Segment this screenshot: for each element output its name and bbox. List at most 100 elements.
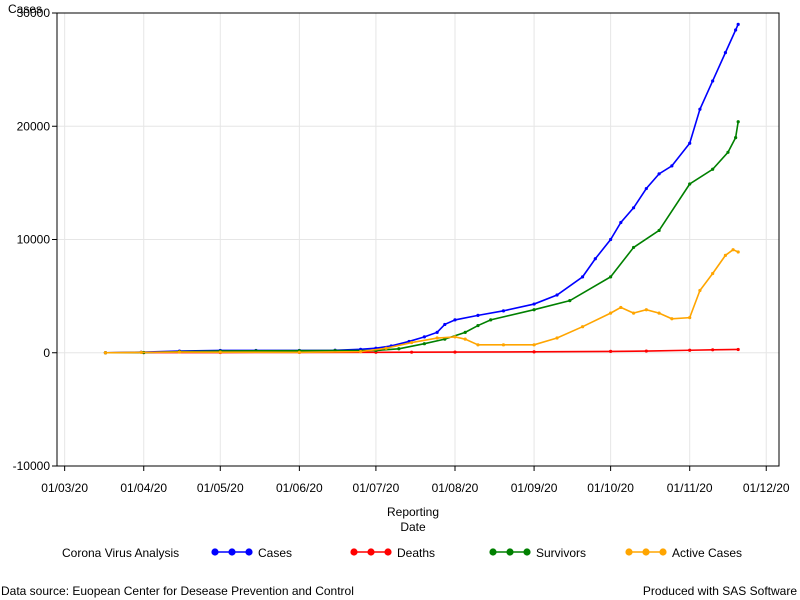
cases-point xyxy=(476,313,480,317)
series-layer xyxy=(103,22,740,355)
legend-label-survivors: Survivors xyxy=(536,546,586,560)
survivors-point xyxy=(463,330,467,334)
y-axis-label: Cases xyxy=(8,2,42,16)
legend-marker-survivors xyxy=(489,548,497,556)
active-cases-point xyxy=(670,317,674,321)
legend-marker-survivors xyxy=(506,548,514,556)
y-tick-label: 30000 xyxy=(17,6,51,20)
cases-point xyxy=(736,22,740,26)
x-tick-label: 01/08/20 xyxy=(432,481,479,495)
cases-point xyxy=(435,330,439,334)
legend-marker-active-cases xyxy=(625,548,633,556)
cases-point xyxy=(644,186,648,191)
active-cases-point xyxy=(580,325,585,329)
survivors-point xyxy=(532,308,536,312)
survivors-point xyxy=(489,318,493,322)
legend-title: Corona Virus Analysis xyxy=(62,546,179,560)
active-cases-point xyxy=(139,350,143,355)
legend-label-active-cases: Active Cases xyxy=(672,546,742,560)
y-tick-label: 0 xyxy=(43,346,50,360)
legend-marker-deaths xyxy=(350,548,358,556)
legend-label-deaths: Deaths xyxy=(397,546,435,560)
active-cases-point xyxy=(736,250,740,254)
active-cases-line xyxy=(105,248,739,354)
y-tick-label: 10000 xyxy=(17,233,51,247)
cases-point xyxy=(723,51,728,55)
legend-item-deaths: Deaths xyxy=(350,546,435,560)
active-cases-point xyxy=(463,337,467,341)
cases-point xyxy=(631,206,636,210)
survivors-point xyxy=(631,245,636,250)
legend-marker-cases xyxy=(228,548,236,556)
cases-point xyxy=(593,257,597,261)
cases-point xyxy=(734,28,738,32)
survivors-point xyxy=(609,275,613,279)
cases-point xyxy=(580,275,585,279)
deaths-point xyxy=(609,349,613,353)
active-cases-point xyxy=(435,336,439,340)
deaths-point xyxy=(532,350,536,354)
active-cases-point xyxy=(103,351,108,355)
survivors-point xyxy=(688,182,692,186)
cases-line xyxy=(105,23,739,354)
legend-marker-survivors xyxy=(523,548,531,556)
active-cases-point xyxy=(177,350,182,354)
active-cases-point xyxy=(532,343,536,347)
survivors-point xyxy=(657,228,661,233)
survivors-point xyxy=(422,342,426,346)
deaths-point xyxy=(736,347,740,352)
survivors-point xyxy=(734,135,738,140)
survivors-point xyxy=(397,347,401,351)
legend-marker-cases xyxy=(211,548,219,556)
legend-item-survivors: Survivors xyxy=(489,546,586,560)
legend-item-active-cases: Active Cases xyxy=(625,546,742,560)
deaths-point xyxy=(711,348,715,352)
x-tick-label: 01/07/20 xyxy=(353,481,400,495)
deaths-point xyxy=(453,350,457,354)
cases-point xyxy=(555,293,559,297)
legend-label-cases: Cases xyxy=(258,546,292,560)
active-cases-point xyxy=(723,253,728,257)
cases-point xyxy=(619,220,623,225)
deaths-point xyxy=(688,348,692,352)
cases-point xyxy=(711,79,715,83)
cases-point xyxy=(688,141,692,145)
x-tick-label: 01/10/20 xyxy=(587,481,634,495)
x-tick-label: 01/05/20 xyxy=(197,481,244,495)
cases-point xyxy=(422,335,426,339)
x-axis-label-line-2: Date xyxy=(400,520,426,534)
legend-marker-cases xyxy=(245,548,253,556)
legend-marker-deaths xyxy=(384,548,392,556)
cases-point xyxy=(609,237,613,242)
active-cases-point xyxy=(619,305,623,310)
survivors-line xyxy=(105,121,739,354)
active-cases-point xyxy=(410,340,414,345)
series-cases xyxy=(103,22,740,355)
active-cases-point xyxy=(501,343,506,347)
data-source-note: Data source: Euopean Center for Desease … xyxy=(1,584,354,598)
series-active-cases xyxy=(103,248,740,355)
grid-lines xyxy=(57,12,779,467)
survivors-point xyxy=(736,120,740,124)
active-cases-point xyxy=(476,343,480,347)
active-cases-point xyxy=(657,311,661,315)
cases-point xyxy=(698,107,702,111)
active-cases-point xyxy=(555,336,559,340)
legend-marker-active-cases xyxy=(642,548,650,556)
cases-point xyxy=(443,322,447,327)
y-tick-label: -10000 xyxy=(13,459,51,473)
active-cases-point xyxy=(297,350,301,354)
survivors-point xyxy=(726,150,730,154)
legend: Corona Virus Analysis Cases Deaths Survivo… xyxy=(62,546,742,560)
survivors-point xyxy=(711,167,715,171)
legend-marker-deaths xyxy=(367,548,375,556)
x-axis-label-line-1: Reporting xyxy=(387,505,439,519)
cases-point xyxy=(657,172,661,176)
active-cases-point xyxy=(358,350,363,354)
x-tick-label: 01/09/20 xyxy=(511,481,558,495)
active-cases-point xyxy=(384,346,388,350)
legend-item-cases: Cases xyxy=(211,546,292,560)
series-survivors xyxy=(103,120,740,355)
survivors-point xyxy=(568,299,572,303)
